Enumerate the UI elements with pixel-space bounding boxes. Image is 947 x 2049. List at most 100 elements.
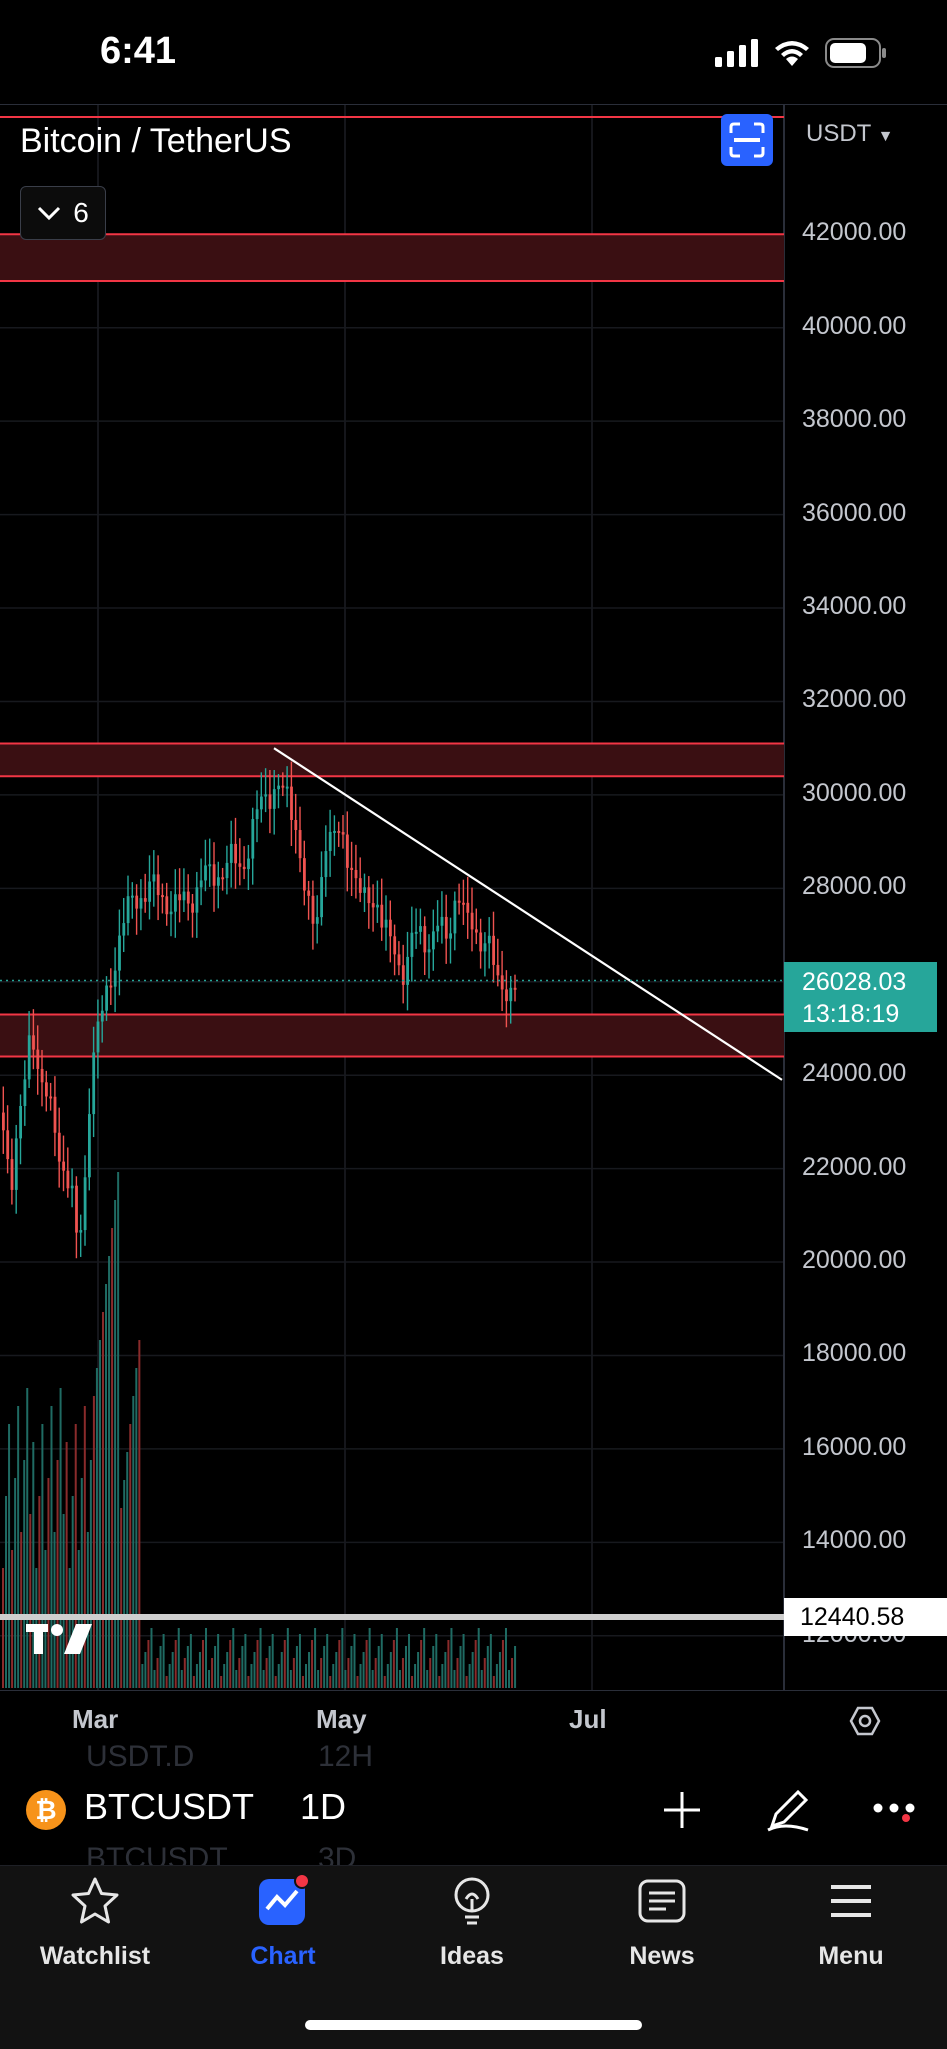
symbol-selector[interactable]: BTCUSDT [84, 1786, 254, 1827]
candle-body [367, 887, 371, 904]
candle-body [75, 1185, 78, 1233]
candle-body [358, 878, 362, 893]
volume-bar [504, 1628, 507, 1688]
candle-body [440, 916, 444, 926]
volume-bar [468, 1664, 471, 1688]
volume-bar [38, 1496, 41, 1688]
candle-body [143, 898, 147, 902]
volume-bar [329, 1676, 332, 1688]
tab-watchlist[interactable]: Watchlist [10, 1875, 180, 1971]
candle-body [470, 912, 474, 930]
x-label-jul: Jul [569, 1704, 607, 1734]
tradingview-logo [26, 1624, 92, 1654]
volume-bar [301, 1676, 304, 1688]
tab-menu[interactable]: Menu [766, 1875, 936, 1971]
tab-ideas[interactable]: Ideas [387, 1875, 557, 1971]
volume-bar [350, 1646, 353, 1688]
volume-bar [159, 1646, 162, 1688]
volume-bar [432, 1646, 435, 1688]
candle-body [49, 1096, 53, 1099]
volume-bar [383, 1676, 386, 1688]
volume-bar [50, 1406, 53, 1688]
volume-bar [392, 1640, 395, 1688]
volume-bar [401, 1658, 404, 1688]
more-icon[interactable] [872, 1802, 918, 1822]
volume-bar [135, 1368, 138, 1688]
candle-body [152, 874, 156, 882]
volume-bar [511, 1658, 514, 1688]
indicators-toggle-button[interactable]: 6 [20, 186, 106, 240]
candle-body [427, 949, 431, 953]
volume-bar [298, 1634, 301, 1688]
fullscreen-button[interactable] [721, 114, 773, 166]
home-indicator [305, 2020, 642, 2030]
volume-bar [117, 1172, 120, 1688]
currency-selector[interactable]: USDT ▼ [806, 120, 893, 148]
tab-news[interactable]: News [577, 1875, 747, 1971]
x-label-mar: Mar [72, 1704, 119, 1734]
x-label-may: May [316, 1704, 367, 1734]
volume-bar [283, 1640, 286, 1688]
low-price-line [0, 1614, 784, 1620]
add-icon[interactable] [662, 1790, 702, 1830]
tab-label: News [629, 1942, 695, 1970]
volume-bar [223, 1664, 226, 1688]
price-tick: 38000.00 [802, 405, 907, 434]
candle-body [57, 1132, 61, 1162]
candle-body [83, 1177, 87, 1231]
candle-body [393, 936, 397, 955]
candle-body [285, 786, 289, 789]
candle-body [212, 864, 216, 886]
chevron-down-icon [38, 206, 61, 221]
tab-chart[interactable]: Chart [198, 1873, 368, 1971]
resistance-zone[interactable] [0, 743, 784, 777]
candle-body [337, 830, 341, 833]
candle-body [148, 881, 151, 902]
volume-bar [429, 1658, 432, 1688]
candle-body [66, 1170, 70, 1189]
volume-bar [305, 1664, 307, 1688]
candle-body [436, 925, 440, 932]
candle-body [2, 1112, 5, 1131]
tab-label: Ideas [440, 1942, 504, 1970]
candle-body [423, 926, 427, 953]
candle-body [354, 870, 358, 879]
drawing-tools-icon[interactable] [764, 1786, 812, 1834]
volume-bar [101, 1312, 104, 1688]
volume-bar [426, 1670, 429, 1688]
candle-body [281, 785, 285, 788]
volume-bar [71, 1496, 74, 1688]
volume-bar [68, 1568, 71, 1688]
indicators-count: 6 [73, 197, 89, 228]
trendline[interactable] [273, 747, 783, 1081]
volume-bar [2, 1568, 4, 1688]
volume-bar [356, 1676, 359, 1688]
volume-bar [111, 1228, 114, 1688]
volume-bar [41, 1424, 44, 1688]
interval-selector[interactable]: 1D [300, 1786, 347, 1827]
resistance-zone[interactable] [0, 1014, 784, 1057]
resistance-zone[interactable] [0, 234, 784, 282]
volume-bar [144, 1652, 147, 1688]
volume-bar [189, 1634, 192, 1688]
volume-bar [232, 1628, 235, 1688]
candle-body [40, 1068, 44, 1083]
candle-body [363, 887, 366, 893]
settings-icon[interactable] [848, 1704, 882, 1738]
ghost-interval: 12H [318, 1740, 374, 1773]
last-price-value: 26028.03 [802, 968, 907, 996]
price-chart[interactable] [0, 0, 947, 1690]
volume-bar [480, 1670, 483, 1688]
candle-body [62, 1161, 65, 1171]
bar-countdown: 13:18:19 [802, 1000, 900, 1028]
volume-bar [53, 1532, 56, 1688]
volume-bar [459, 1646, 462, 1688]
volume-bar [362, 1652, 365, 1688]
volume-bar [114, 1200, 117, 1688]
candle-body [126, 896, 130, 924]
candle-body [88, 1114, 91, 1178]
candle-body [303, 858, 306, 891]
candle-body [496, 964, 500, 976]
volume-bar [80, 1478, 83, 1688]
volume-bar [344, 1670, 347, 1688]
